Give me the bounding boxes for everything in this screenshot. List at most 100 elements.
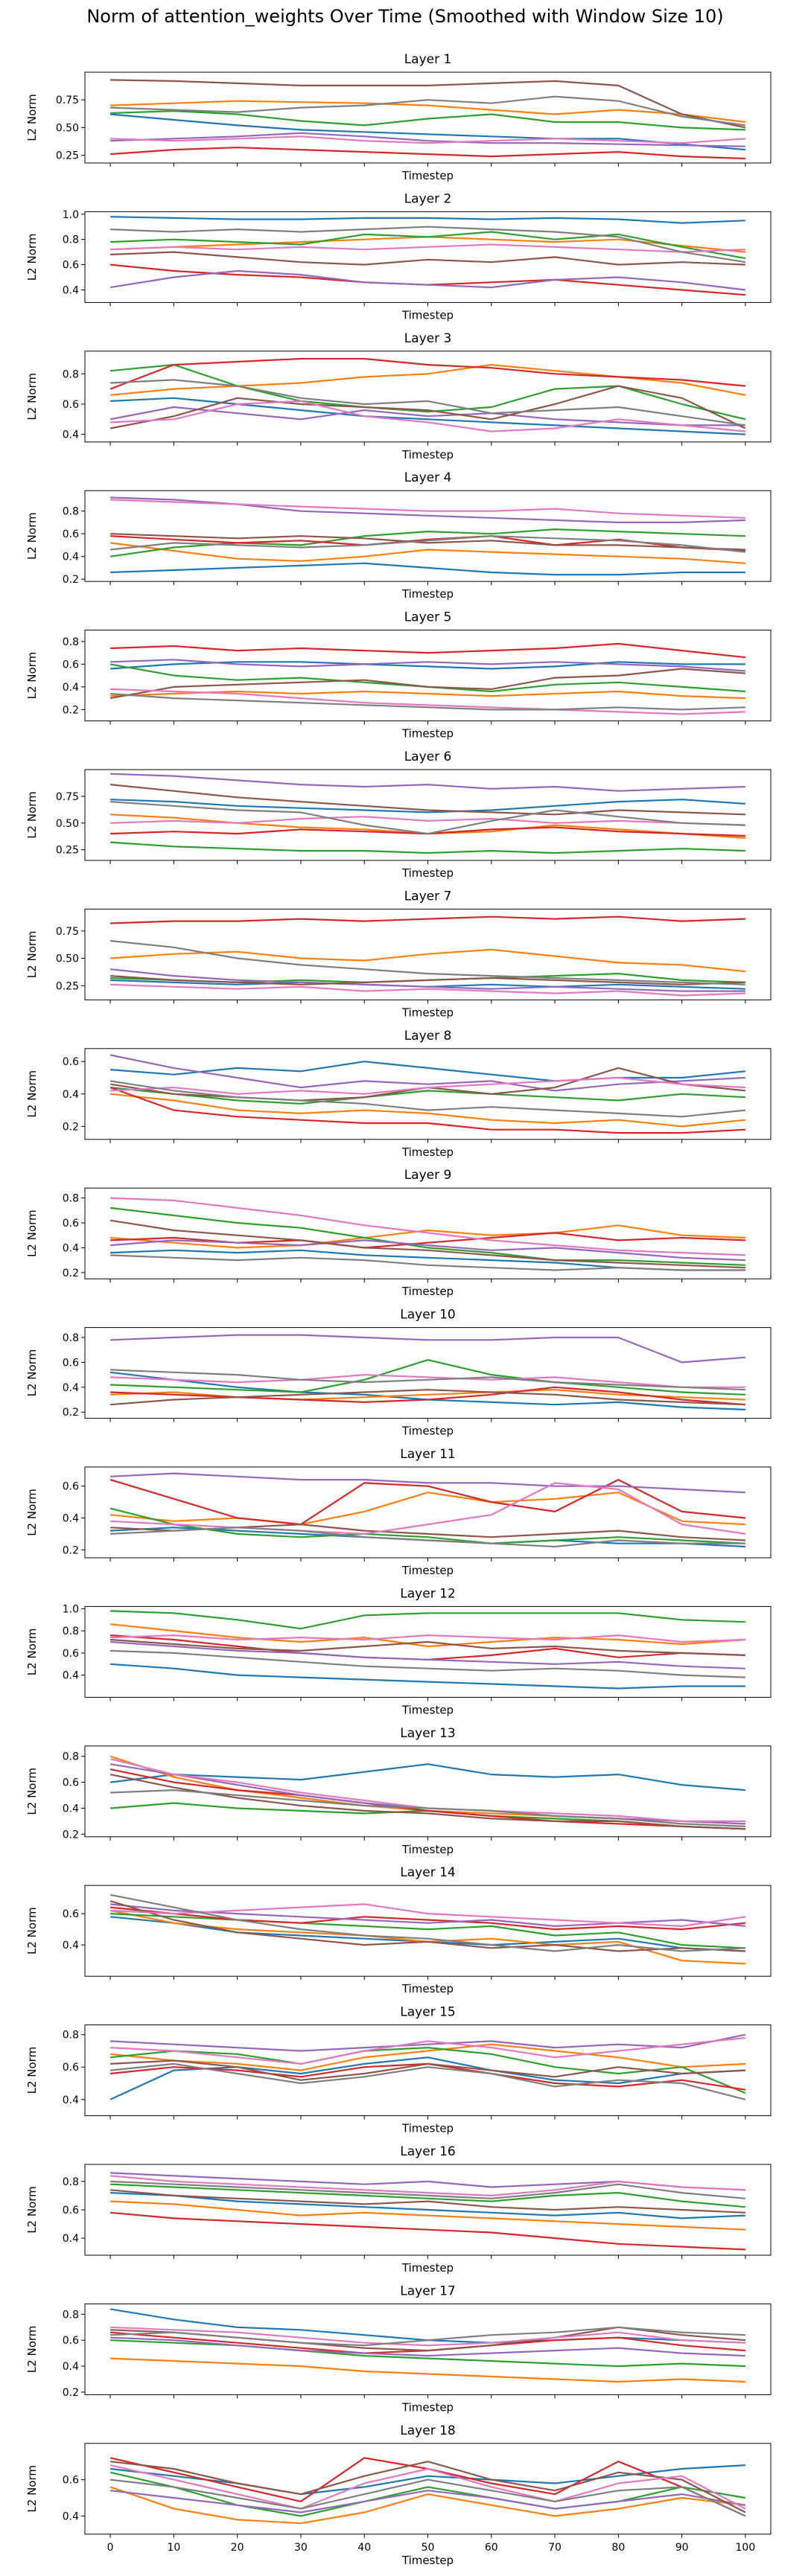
- y-tick-label: 0.4: [63, 1089, 79, 1101]
- y-tick-label: 0.2: [63, 1829, 79, 1841]
- y-tick-label: 0.2: [63, 1407, 79, 1419]
- series-line: [110, 801, 745, 835]
- x-tick-label: 60: [485, 2542, 498, 2554]
- x-axis-label: Timestep: [401, 866, 454, 880]
- x-axis-label: Timestep: [401, 1285, 454, 1298]
- series-line: [110, 251, 745, 266]
- subplot-title: Layer 1: [404, 52, 452, 67]
- y-axis-label: L2 Norm: [25, 94, 39, 141]
- series-line: [110, 397, 745, 435]
- series-line: [109, 2308, 745, 2344]
- series-line: [110, 1061, 746, 1082]
- x-tick-label: 30: [294, 2542, 308, 2554]
- x-tick-label: 80: [611, 2542, 625, 2554]
- series-line: [110, 983, 745, 997]
- series-line: [110, 975, 745, 985]
- series-line: [110, 2180, 745, 2199]
- subplot-layer-14: Layer 14 0.4 0.6 L2 Norm Timestep: [25, 1865, 772, 1995]
- series-line: [110, 2336, 745, 2357]
- subplot-title: Layer 14: [400, 1865, 455, 1880]
- y-tick-label: 0.50: [56, 953, 79, 965]
- y-tick-label: 0.2: [63, 574, 79, 586]
- subplot-title: Layer 13: [400, 1726, 455, 1741]
- subplot-title: Layer 17: [400, 2283, 455, 2298]
- series-line: [109, 1054, 745, 1092]
- subplot-layer-9: Layer 9 0.2 0.4 0.6 0.8 L2 Norm Timestep: [25, 1168, 772, 1298]
- subplot-title: Layer 12: [400, 1586, 455, 1601]
- subplot-layer-3: Layer 3 0.4 0.6 0.8 L2 Norm Timestep: [25, 331, 772, 461]
- y-tick-label: 0.6: [63, 399, 79, 411]
- series-line: [109, 2478, 746, 2517]
- series-line: [110, 1197, 745, 1256]
- y-tick-label: 0.2: [63, 2387, 79, 2399]
- series-line: [110, 1239, 745, 1262]
- series-line: [110, 1249, 745, 1271]
- y-tick-label: 0.4: [63, 2094, 79, 2106]
- y-tick-label: 0.8: [63, 234, 79, 246]
- series-line: [110, 1482, 746, 1535]
- series-line: [109, 1087, 745, 1105]
- series-line: [109, 269, 746, 291]
- y-tick-label: 0.4: [63, 2361, 79, 2373]
- subplot-title: Layer 15: [400, 2005, 455, 2020]
- y-tick-label: 0.6: [63, 1481, 79, 1493]
- series-line: [110, 1663, 745, 1690]
- y-axis-label: L2 Norm: [25, 2465, 39, 2513]
- series-line: [110, 95, 746, 127]
- subplot-title: Layer 6: [404, 750, 452, 764]
- subplot-layer-2: Layer 2 0.4 0.6 0.8 1.0 L2 Norm Timestep: [25, 191, 772, 322]
- y-tick-label: 0.8: [63, 2030, 79, 2042]
- y-tick-label: 0.8: [63, 2176, 79, 2188]
- series-line: [109, 1893, 745, 1952]
- y-tick-label: 0.4: [63, 2233, 79, 2245]
- series-line: [110, 773, 745, 792]
- subplot-layer-10: Layer 10 0.2 0.4 0.6 0.8 L2 Norm Timestep: [25, 1308, 772, 1438]
- series-line: [109, 1219, 745, 1269]
- series-line: [110, 1373, 745, 1388]
- subplot-layer-15: Layer 15 0.4 0.6 0.8 L2 Norm Timestep: [25, 2005, 772, 2135]
- series-line: [109, 2047, 746, 2094]
- series-line: [109, 1768, 745, 1830]
- y-tick-label: 0.4: [63, 2511, 79, 2522]
- series-line: [110, 1389, 745, 1406]
- y-tick-label: 0.75: [56, 95, 79, 106]
- series-line: [109, 939, 745, 985]
- series-line: [109, 2464, 745, 2496]
- series-line: [109, 364, 746, 396]
- y-axis-label: L2 Norm: [25, 373, 39, 421]
- x-axis-label: Timestep: [401, 1006, 454, 1019]
- series-line: [110, 841, 745, 854]
- series-line: [110, 659, 745, 672]
- series-line: [110, 533, 745, 551]
- x-axis-label: Timestep: [401, 448, 454, 461]
- x-axis-label: Timestep: [401, 1703, 454, 1716]
- series-line: [110, 226, 746, 263]
- y-tick-label: 0.8: [63, 506, 79, 518]
- series-line: [110, 2192, 745, 2219]
- x-axis-label: Timestep: [401, 2261, 454, 2275]
- subplot-title: Layer 18: [400, 2423, 455, 2438]
- y-tick-label: 0.8: [63, 1751, 79, 1763]
- series-line: [109, 2056, 745, 2100]
- series-line: [109, 2062, 746, 2100]
- y-tick-label: 0.2: [63, 1268, 79, 1279]
- series-line: [110, 100, 746, 124]
- x-axis-label: Timestep: [401, 587, 454, 601]
- y-tick-label: 0.6: [63, 2475, 79, 2487]
- series-line: [110, 1903, 746, 1927]
- y-tick-label: 0.6: [63, 1648, 79, 1660]
- y-tick-label: 0.50: [56, 122, 79, 134]
- series-line: [110, 1369, 745, 1391]
- series-line: [110, 1527, 745, 1548]
- y-axis-label: L2 Norm: [25, 1349, 39, 1397]
- subplot-title: Layer 4: [404, 470, 452, 485]
- series-line: [110, 1634, 745, 1643]
- x-tick-label: 70: [548, 2542, 562, 2554]
- y-axis-label: L2 Norm: [25, 931, 39, 979]
- series-line: [110, 1232, 745, 1249]
- series-line: [109, 2471, 746, 2517]
- x-axis-label: Timestep: [401, 2400, 454, 2414]
- subplot-title: Layer 10: [400, 1308, 455, 1323]
- series-line: [109, 784, 745, 816]
